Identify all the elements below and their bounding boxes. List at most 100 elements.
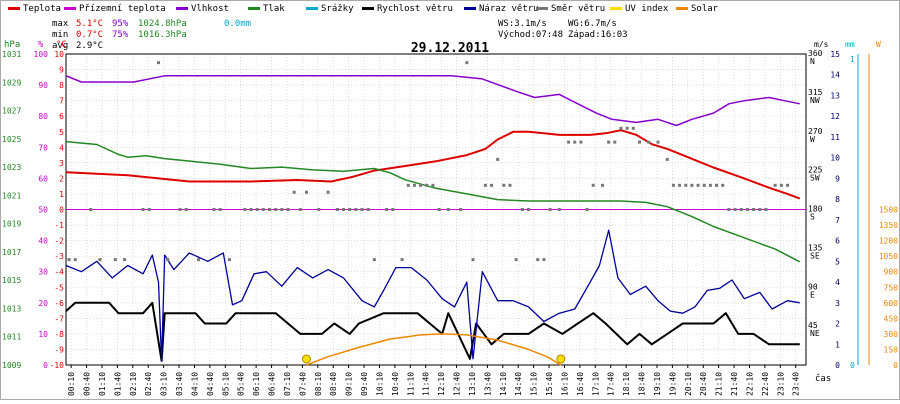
x-tick-label: 02:10 bbox=[129, 372, 138, 396]
x-tick-label: 20:10 bbox=[684, 372, 693, 396]
temp-tick: 1 bbox=[59, 190, 64, 199]
wind-dir-point bbox=[591, 183, 595, 187]
w-tick: 150 bbox=[884, 345, 899, 354]
wind-dir-point bbox=[579, 140, 583, 144]
x-tick-label: 23:10 bbox=[776, 372, 785, 396]
ms-tick: 13 bbox=[830, 91, 840, 100]
temp-tick: 6 bbox=[59, 112, 64, 121]
wind-dir-point bbox=[360, 208, 364, 211]
pct-tick: 80 bbox=[38, 112, 48, 121]
hpa-tick: 1013 bbox=[2, 304, 21, 313]
dir-compass: NE bbox=[810, 329, 820, 338]
wind-dir-point bbox=[212, 208, 216, 211]
legend-label: Vlhkost bbox=[191, 4, 229, 14]
wind-dir-point bbox=[573, 140, 577, 144]
x-tick-label: 23:40 bbox=[792, 372, 801, 396]
temp-tick: -8 bbox=[54, 330, 64, 339]
wind-dir-point bbox=[678, 183, 682, 187]
wind-dir-point bbox=[243, 208, 247, 211]
wind-dir-point bbox=[496, 157, 500, 161]
dir-tick: 225 bbox=[808, 166, 823, 175]
hpa-tick: 1029 bbox=[2, 78, 21, 87]
w-tick: 1050 bbox=[879, 252, 898, 261]
ms-tick: 10 bbox=[830, 154, 840, 163]
wind-dir-point bbox=[227, 258, 231, 262]
x-tick-label: 11:40 bbox=[422, 372, 431, 396]
wind-dir-point bbox=[178, 208, 182, 211]
wind-dir-point bbox=[348, 208, 352, 211]
wind-dir-point bbox=[567, 140, 571, 144]
legend: Teplota Přízemní teplota Vlhkost Tlak Srážky… bbox=[8, 4, 719, 14]
x-tick-label: 08:10 bbox=[314, 372, 323, 396]
stat-max-temp: 5.1°C bbox=[76, 19, 103, 29]
legend-label: Tlak bbox=[263, 4, 285, 14]
temp-tick: 2 bbox=[59, 174, 64, 183]
wind-dir-point bbox=[542, 258, 546, 262]
wind-dir-point bbox=[425, 183, 429, 187]
wind-dir-point bbox=[671, 183, 675, 187]
legend-label: Směr větru bbox=[551, 4, 605, 14]
wind-dir-point bbox=[508, 183, 512, 187]
wind-dir-point bbox=[690, 183, 694, 187]
pct-tick: 50 bbox=[38, 206, 48, 215]
temp-tick: 3 bbox=[59, 159, 64, 168]
legend-swatch bbox=[8, 7, 20, 10]
legend-swatch bbox=[610, 7, 622, 10]
hpa-tick: 1017 bbox=[2, 248, 21, 257]
wind-dir-point bbox=[372, 258, 376, 262]
ms-tick: 8 bbox=[835, 195, 840, 204]
x-tick-label: 07:10 bbox=[283, 372, 292, 396]
dir-tick: 135 bbox=[808, 243, 823, 252]
wind-dir-point bbox=[733, 208, 737, 211]
info-ws: WS:3.1m/s bbox=[498, 19, 547, 29]
wind-dir-point bbox=[601, 183, 604, 187]
wind-dir-point bbox=[385, 208, 389, 211]
x-tick-label: 03:10 bbox=[160, 372, 169, 396]
wind-dir-point bbox=[708, 183, 712, 187]
temp-tick: 5 bbox=[59, 128, 64, 137]
ms-tick: 4 bbox=[835, 278, 840, 287]
x-tick-label: 18:10 bbox=[622, 372, 631, 396]
wind-dir-point bbox=[268, 208, 271, 211]
wind-dir-point bbox=[157, 61, 160, 65]
ms-tick: 2 bbox=[835, 320, 840, 329]
wind-sun-info: WS:3.1m/s WG:6.7m/s Východ:07:48 Západ:1… bbox=[498, 19, 628, 40]
temp-tick: -6 bbox=[54, 299, 64, 308]
wind-dir-point bbox=[625, 126, 629, 130]
ms-tick: 3 bbox=[835, 299, 840, 308]
stat-max-press: 1024.8hPa bbox=[138, 19, 187, 29]
wind-dir-point bbox=[89, 208, 93, 211]
ms-tick: 9 bbox=[835, 174, 840, 183]
legend-swatch bbox=[248, 7, 260, 10]
x-tick-label: 19:10 bbox=[653, 372, 662, 396]
dir-tick: 90 bbox=[808, 282, 818, 291]
x-tick-label: 19:40 bbox=[668, 372, 677, 396]
wind-dir-point bbox=[255, 208, 259, 211]
wind-dir-point bbox=[73, 258, 77, 262]
mm-tick: 1 bbox=[850, 55, 855, 64]
w-tick: 750 bbox=[884, 283, 899, 292]
ms-tick: 0 bbox=[835, 361, 840, 370]
wind-dir-point bbox=[280, 208, 284, 211]
wind-dir-point bbox=[764, 208, 768, 211]
x-tick-label: 17:10 bbox=[591, 372, 600, 396]
dir-tick: 45 bbox=[808, 321, 818, 330]
pct-tick: 20 bbox=[38, 299, 48, 308]
dir-tick: 315 bbox=[808, 88, 823, 97]
wind-dir-point bbox=[391, 208, 395, 211]
wind-dir-point bbox=[184, 208, 188, 211]
x-tick-label: 12:10 bbox=[437, 372, 446, 396]
ms-tick: 14 bbox=[830, 71, 840, 80]
mm-unit: mm bbox=[845, 40, 855, 49]
x-tick-label: 06:10 bbox=[252, 372, 261, 396]
info-sunrise: Východ:07:48 bbox=[498, 30, 563, 40]
wind-dir-point bbox=[656, 140, 660, 144]
temp-tick: -9 bbox=[54, 345, 64, 354]
pct-tick: 30 bbox=[38, 268, 48, 277]
temp-tick: -7 bbox=[54, 314, 64, 323]
dir-compass: N bbox=[810, 57, 815, 66]
ms-tick: 12 bbox=[830, 112, 840, 121]
pct-tick: 0 bbox=[43, 361, 48, 370]
wind-dir-point bbox=[317, 208, 321, 211]
temp-tick: 0 bbox=[59, 206, 64, 215]
